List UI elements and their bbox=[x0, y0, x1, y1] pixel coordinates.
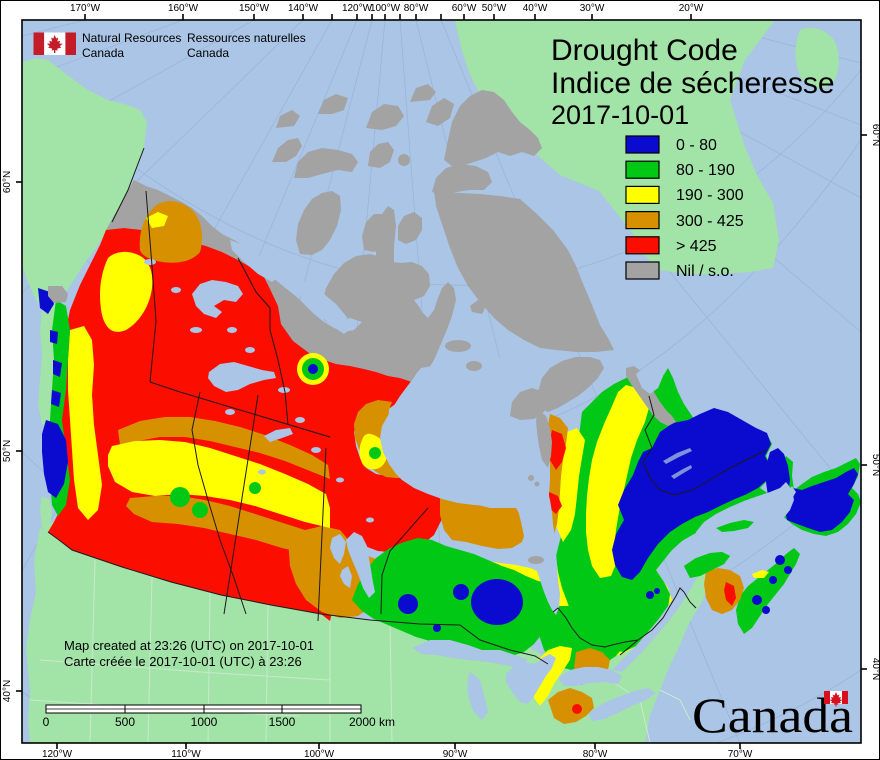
svg-text:> 425: > 425 bbox=[676, 238, 717, 255]
svg-text:60°W: 60°W bbox=[452, 3, 477, 14]
svg-text:80°W: 80°W bbox=[404, 3, 429, 14]
svg-text:500: 500 bbox=[115, 715, 135, 729]
svg-text:100°W: 100°W bbox=[304, 749, 335, 760]
svg-text:40°N: 40°N bbox=[2, 680, 13, 702]
svg-text:50°N: 50°N bbox=[2, 440, 13, 462]
svg-text:70°W: 70°W bbox=[728, 749, 753, 760]
svg-text:Canada: Canada bbox=[187, 46, 229, 60]
svg-text:Canada: Canada bbox=[82, 46, 124, 60]
svg-text:40°W: 40°W bbox=[523, 3, 548, 14]
svg-text:2017-10-01: 2017-10-01 bbox=[551, 100, 689, 130]
svg-text:Ressources naturelles: Ressources naturelles bbox=[187, 31, 306, 45]
svg-text:30°W: 30°W bbox=[580, 3, 605, 14]
svg-text:Nil / s.o.: Nil / s.o. bbox=[676, 263, 734, 280]
svg-text:160°W: 160°W bbox=[168, 3, 199, 14]
svg-text:170°W: 170°W bbox=[70, 3, 101, 14]
svg-text:300 - 425: 300 - 425 bbox=[676, 213, 744, 230]
svg-text:80 - 190: 80 - 190 bbox=[676, 162, 735, 179]
svg-text:Drought Code: Drought Code bbox=[551, 34, 738, 67]
svg-text:50°W: 50°W bbox=[482, 3, 507, 14]
svg-text:0 - 80: 0 - 80 bbox=[676, 137, 717, 154]
svg-text:0: 0 bbox=[43, 715, 50, 729]
svg-text:Natural Resources: Natural Resources bbox=[82, 31, 181, 45]
svg-text:Carte créée le 2017-10-01 (UTC: Carte créée le 2017-10-01 (UTC) à 23:26 bbox=[64, 654, 302, 669]
svg-text:20°W: 20°W bbox=[679, 3, 704, 14]
svg-text:120°W: 120°W bbox=[342, 3, 373, 14]
svg-text:90°W: 90°W bbox=[443, 749, 468, 760]
svg-text:Indice de sécheresse: Indice de sécheresse bbox=[551, 67, 835, 100]
svg-text:50°N: 50°N bbox=[870, 454, 880, 476]
svg-text:1500: 1500 bbox=[269, 715, 296, 729]
svg-text:110°W: 110°W bbox=[171, 749, 201, 760]
svg-text:140°W: 140°W bbox=[288, 3, 319, 14]
svg-text:150°W: 150°W bbox=[239, 3, 270, 14]
svg-text:1000: 1000 bbox=[191, 715, 218, 729]
svg-text:40°N: 40°N bbox=[870, 658, 880, 680]
svg-text:60°N: 60°N bbox=[870, 124, 880, 146]
svg-text:100°W: 100°W bbox=[370, 3, 401, 14]
svg-text:190 - 300: 190 - 300 bbox=[676, 187, 744, 204]
svg-text:60°N: 60°N bbox=[2, 171, 13, 193]
svg-text:120°W: 120°W bbox=[42, 749, 73, 760]
svg-text:2000 km: 2000 km bbox=[349, 715, 395, 729]
svg-text:Map created at 23:26 (UTC) on: Map created at 23:26 (UTC) on 2017-10-01 bbox=[64, 638, 314, 653]
svg-text:80°W: 80°W bbox=[583, 749, 608, 760]
